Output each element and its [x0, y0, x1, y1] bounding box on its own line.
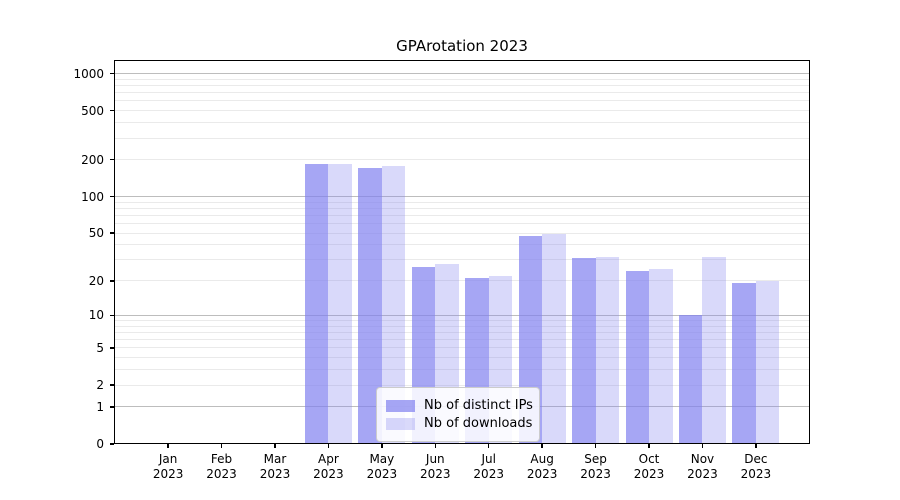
gridline-7: [114, 332, 810, 334]
legend-swatch-distinct-ips: [386, 399, 415, 412]
x-tick-feb: [220, 444, 223, 448]
legend-item-distinct-ips: Nb of distinct IPs: [386, 398, 533, 413]
x-tick-label-dec: Dec 2023: [740, 452, 772, 481]
x-tick-label-oct: Oct 2023: [633, 452, 665, 481]
bar-downloads-oct: [649, 269, 673, 444]
y-tick-200: [110, 158, 114, 161]
y-tick-label-50: 50: [88, 226, 104, 241]
x-tick-may: [381, 444, 383, 448]
gridline-6: [114, 339, 810, 341]
gridline-90: [114, 201, 810, 203]
gridline-900: [114, 78, 810, 80]
y-tick-label-10: 10: [88, 308, 104, 323]
x-tick-label-jan: Jan 2023: [152, 452, 184, 481]
gridline-60: [114, 223, 810, 225]
gridline-80: [114, 207, 810, 209]
gridline-700: [114, 92, 810, 94]
x-tick-nov: [701, 444, 704, 448]
bar-downloads-aug: [542, 234, 566, 444]
gridline-4: [114, 357, 810, 359]
y-tick-50: [110, 232, 114, 234]
chart-title: GPArotation 2023: [396, 37, 528, 55]
bar-ips-sep: [572, 258, 596, 444]
gridline-100: [114, 196, 810, 198]
x-tick-label-nov: Nov 2023: [687, 452, 718, 481]
bar-downloads-nov: [702, 256, 726, 444]
bar-downloads-may: [381, 166, 406, 444]
gridline-20: [114, 280, 810, 282]
x-tick-aug: [541, 444, 543, 448]
gridline-3: [114, 369, 810, 371]
legend-label-distinct-ips: Nb of distinct IPs: [424, 398, 533, 413]
y-tick-1: [110, 406, 114, 408]
y-tick-100: [110, 195, 114, 198]
x-tick-jan: [167, 444, 169, 448]
gridline-2: [114, 384, 810, 386]
y-tick-label-1: 1: [96, 399, 104, 414]
legend-label-downloads: Nb of downloads: [424, 416, 533, 431]
y-tick-0: [110, 443, 114, 445]
y-tick-10: [110, 314, 114, 317]
gridline-800: [114, 85, 810, 87]
x-tick-label-may: May 2023: [366, 452, 398, 481]
x-tick-jul: [487, 444, 490, 448]
gridline-10: [114, 314, 810, 316]
gridline-70: [114, 214, 810, 216]
x-tick-oct: [648, 444, 650, 448]
gridline-300: [114, 137, 810, 139]
x-tick-label-jul: Jul 2023: [473, 452, 504, 481]
y-tick-5: [110, 347, 114, 349]
x-tick-mar: [274, 444, 276, 448]
x-tick-label-jun: Jun 2023: [420, 452, 451, 481]
y-tick-label-20: 20: [88, 273, 104, 288]
y-tick-label-1000: 1000: [73, 66, 104, 81]
gridline-1000: [114, 73, 810, 75]
gridline-200: [114, 159, 810, 161]
y-tick-label-200: 200: [81, 152, 104, 167]
bar-downloads-apr: [328, 164, 352, 444]
gridline-9: [114, 320, 810, 322]
bar-downloads-sep: [595, 256, 620, 444]
plot-area: Nb of distinct IPs Nb of downloads: [114, 60, 810, 444]
legend-item-downloads: Nb of downloads: [386, 416, 533, 431]
bar-ips-dec: [732, 283, 756, 444]
legend: Nb of distinct IPs Nb of downloads: [376, 387, 540, 442]
x-tick-label-aug: Aug 2023: [526, 452, 558, 481]
x-tick-dec: [755, 444, 757, 448]
y-tick-20: [110, 280, 114, 282]
x-tick-label-feb: Feb 2023: [206, 452, 237, 481]
bar-ips-oct: [625, 271, 650, 444]
gridline-30: [114, 259, 810, 261]
gridline-8: [114, 325, 810, 327]
gridline-500: [114, 110, 810, 112]
gridline-600: [114, 100, 810, 102]
x-tick-label-mar: Mar 2023: [259, 452, 291, 481]
gridline-400: [114, 122, 810, 124]
y-tick-label-2: 2: [96, 378, 104, 393]
x-tick-label-apr: Apr 2023: [313, 452, 344, 481]
gridline-40: [114, 244, 810, 246]
x-tick-label-sep: Sep 2023: [580, 452, 611, 481]
x-tick-jun: [434, 444, 437, 448]
x-tick-sep: [594, 444, 597, 448]
y-tick-label-0: 0: [96, 437, 104, 451]
bar-ips-may: [358, 167, 382, 444]
y-tick-1000: [110, 72, 114, 75]
y-tick-label-100: 100: [81, 189, 104, 204]
y-tick-label-5: 5: [96, 340, 104, 355]
y-tick-2: [110, 384, 114, 386]
gridline-5: [114, 347, 810, 349]
bar-ips-apr: [304, 164, 329, 444]
y-tick-label-500: 500: [81, 103, 104, 118]
y-tick-500: [110, 109, 114, 112]
gridline-50: [114, 232, 810, 234]
bar-ips-nov: [678, 315, 703, 444]
legend-swatch-downloads: [386, 417, 415, 430]
x-tick-apr: [327, 444, 330, 448]
bar-downloads-dec: [755, 280, 780, 444]
